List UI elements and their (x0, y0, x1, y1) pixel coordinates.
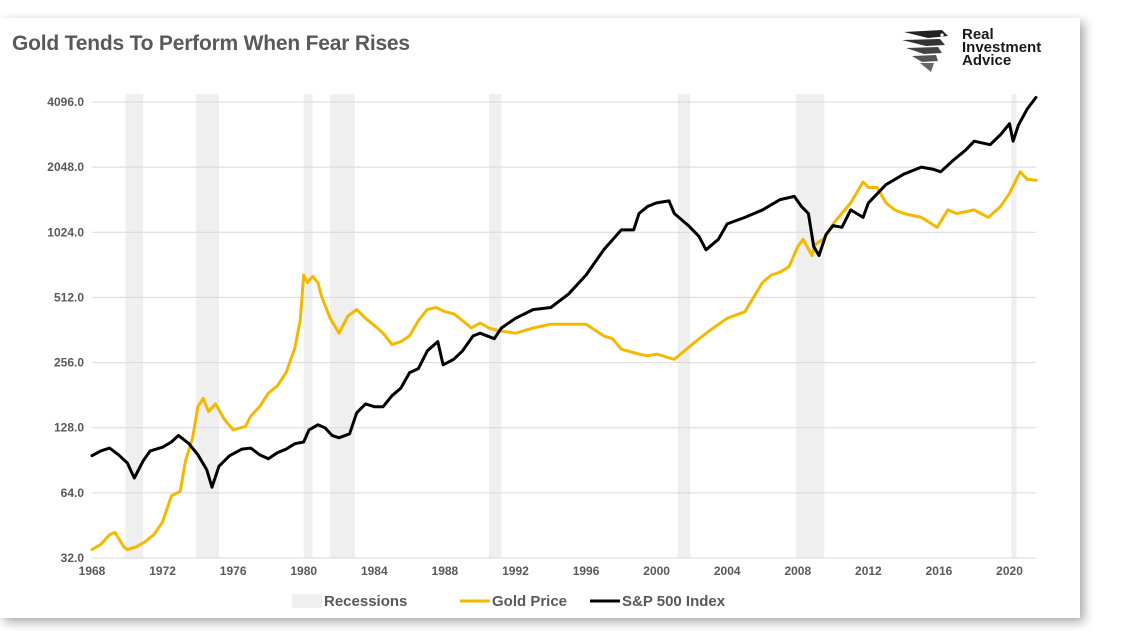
series-line-gold-price (90, 170, 1038, 552)
line-chart: 32.0 64.0 128.0 256.0 512.0 1024.0 2048.0 4096.… (47, 94, 1038, 610)
legend: Recessions Gold Price S&P 500 Index (292, 593, 726, 610)
x-tick-label: 1968 (79, 564, 106, 578)
y-tick-label: 128.0 (54, 421, 84, 435)
series-line-sp500-index (90, 95, 1038, 489)
recession-band-2 (303, 94, 313, 558)
y-tick-label: 2048.0 (47, 160, 84, 174)
x-tick-label: 1976 (220, 564, 247, 578)
x-axis-ticks: 1968 1972 1976 1980 1984 1988 1992 1996 2000 2004… (79, 564, 1024, 578)
y-axis-ticks: 32.0 64.0 128.0 256.0 512.0 1024.0 2048.0 4096.… (47, 95, 84, 565)
legend-label-recessions: Recessions (324, 593, 407, 610)
y-tick-label: 1024.0 (47, 225, 84, 239)
y-tick-label: 256.0 (54, 356, 84, 370)
eagle-icon (902, 30, 948, 72)
x-tick-label: 2020 (996, 564, 1023, 578)
x-tick-label: 2016 (926, 564, 953, 578)
logo-line-real: Real (962, 26, 994, 43)
recession-bands (125, 94, 1017, 558)
chart-frame: Gold Tends To Perform When Fear Rises Re… (0, 18, 1080, 618)
x-tick-label: 1980 (290, 564, 317, 578)
x-tick-label: 2012 (855, 564, 882, 578)
recession-band-6 (796, 94, 825, 558)
recession-band-0 (125, 94, 144, 558)
x-tick-label: 2004 (714, 564, 741, 578)
y-tick-label: 4096.0 (47, 95, 84, 109)
chart-title: Gold Tends To Perform When Fear Rises (12, 32, 410, 55)
brand-logo: Real Investment Advice (898, 26, 1068, 86)
gridlines (92, 101, 1036, 559)
x-tick-label: 2000 (643, 564, 670, 578)
x-tick-label: 2008 (784, 564, 811, 578)
recession-band-7 (1011, 94, 1017, 558)
x-tick-label: 1988 (432, 564, 459, 578)
recession-band-5 (677, 94, 691, 558)
legend-label-gold: Gold Price (492, 593, 567, 610)
logo-line-advice: Advice (962, 52, 1012, 69)
recession-band-4 (489, 94, 502, 558)
x-tick-label: 1996 (573, 564, 600, 578)
logo-line-investment: Investment (962, 39, 1042, 56)
y-tick-label: 64.0 (61, 486, 85, 500)
recession-band-1 (196, 94, 220, 558)
legend-label-sp500: S&P 500 Index (622, 593, 726, 610)
y-tick-label: 32.0 (61, 551, 85, 565)
legend-swatch-recessions (292, 594, 322, 608)
y-tick-label: 512.0 (54, 290, 84, 304)
x-tick-label: 1984 (361, 564, 388, 578)
series-lines (90, 95, 1038, 552)
x-tick-label: 1992 (502, 564, 529, 578)
x-tick-label: 1972 (149, 564, 176, 578)
